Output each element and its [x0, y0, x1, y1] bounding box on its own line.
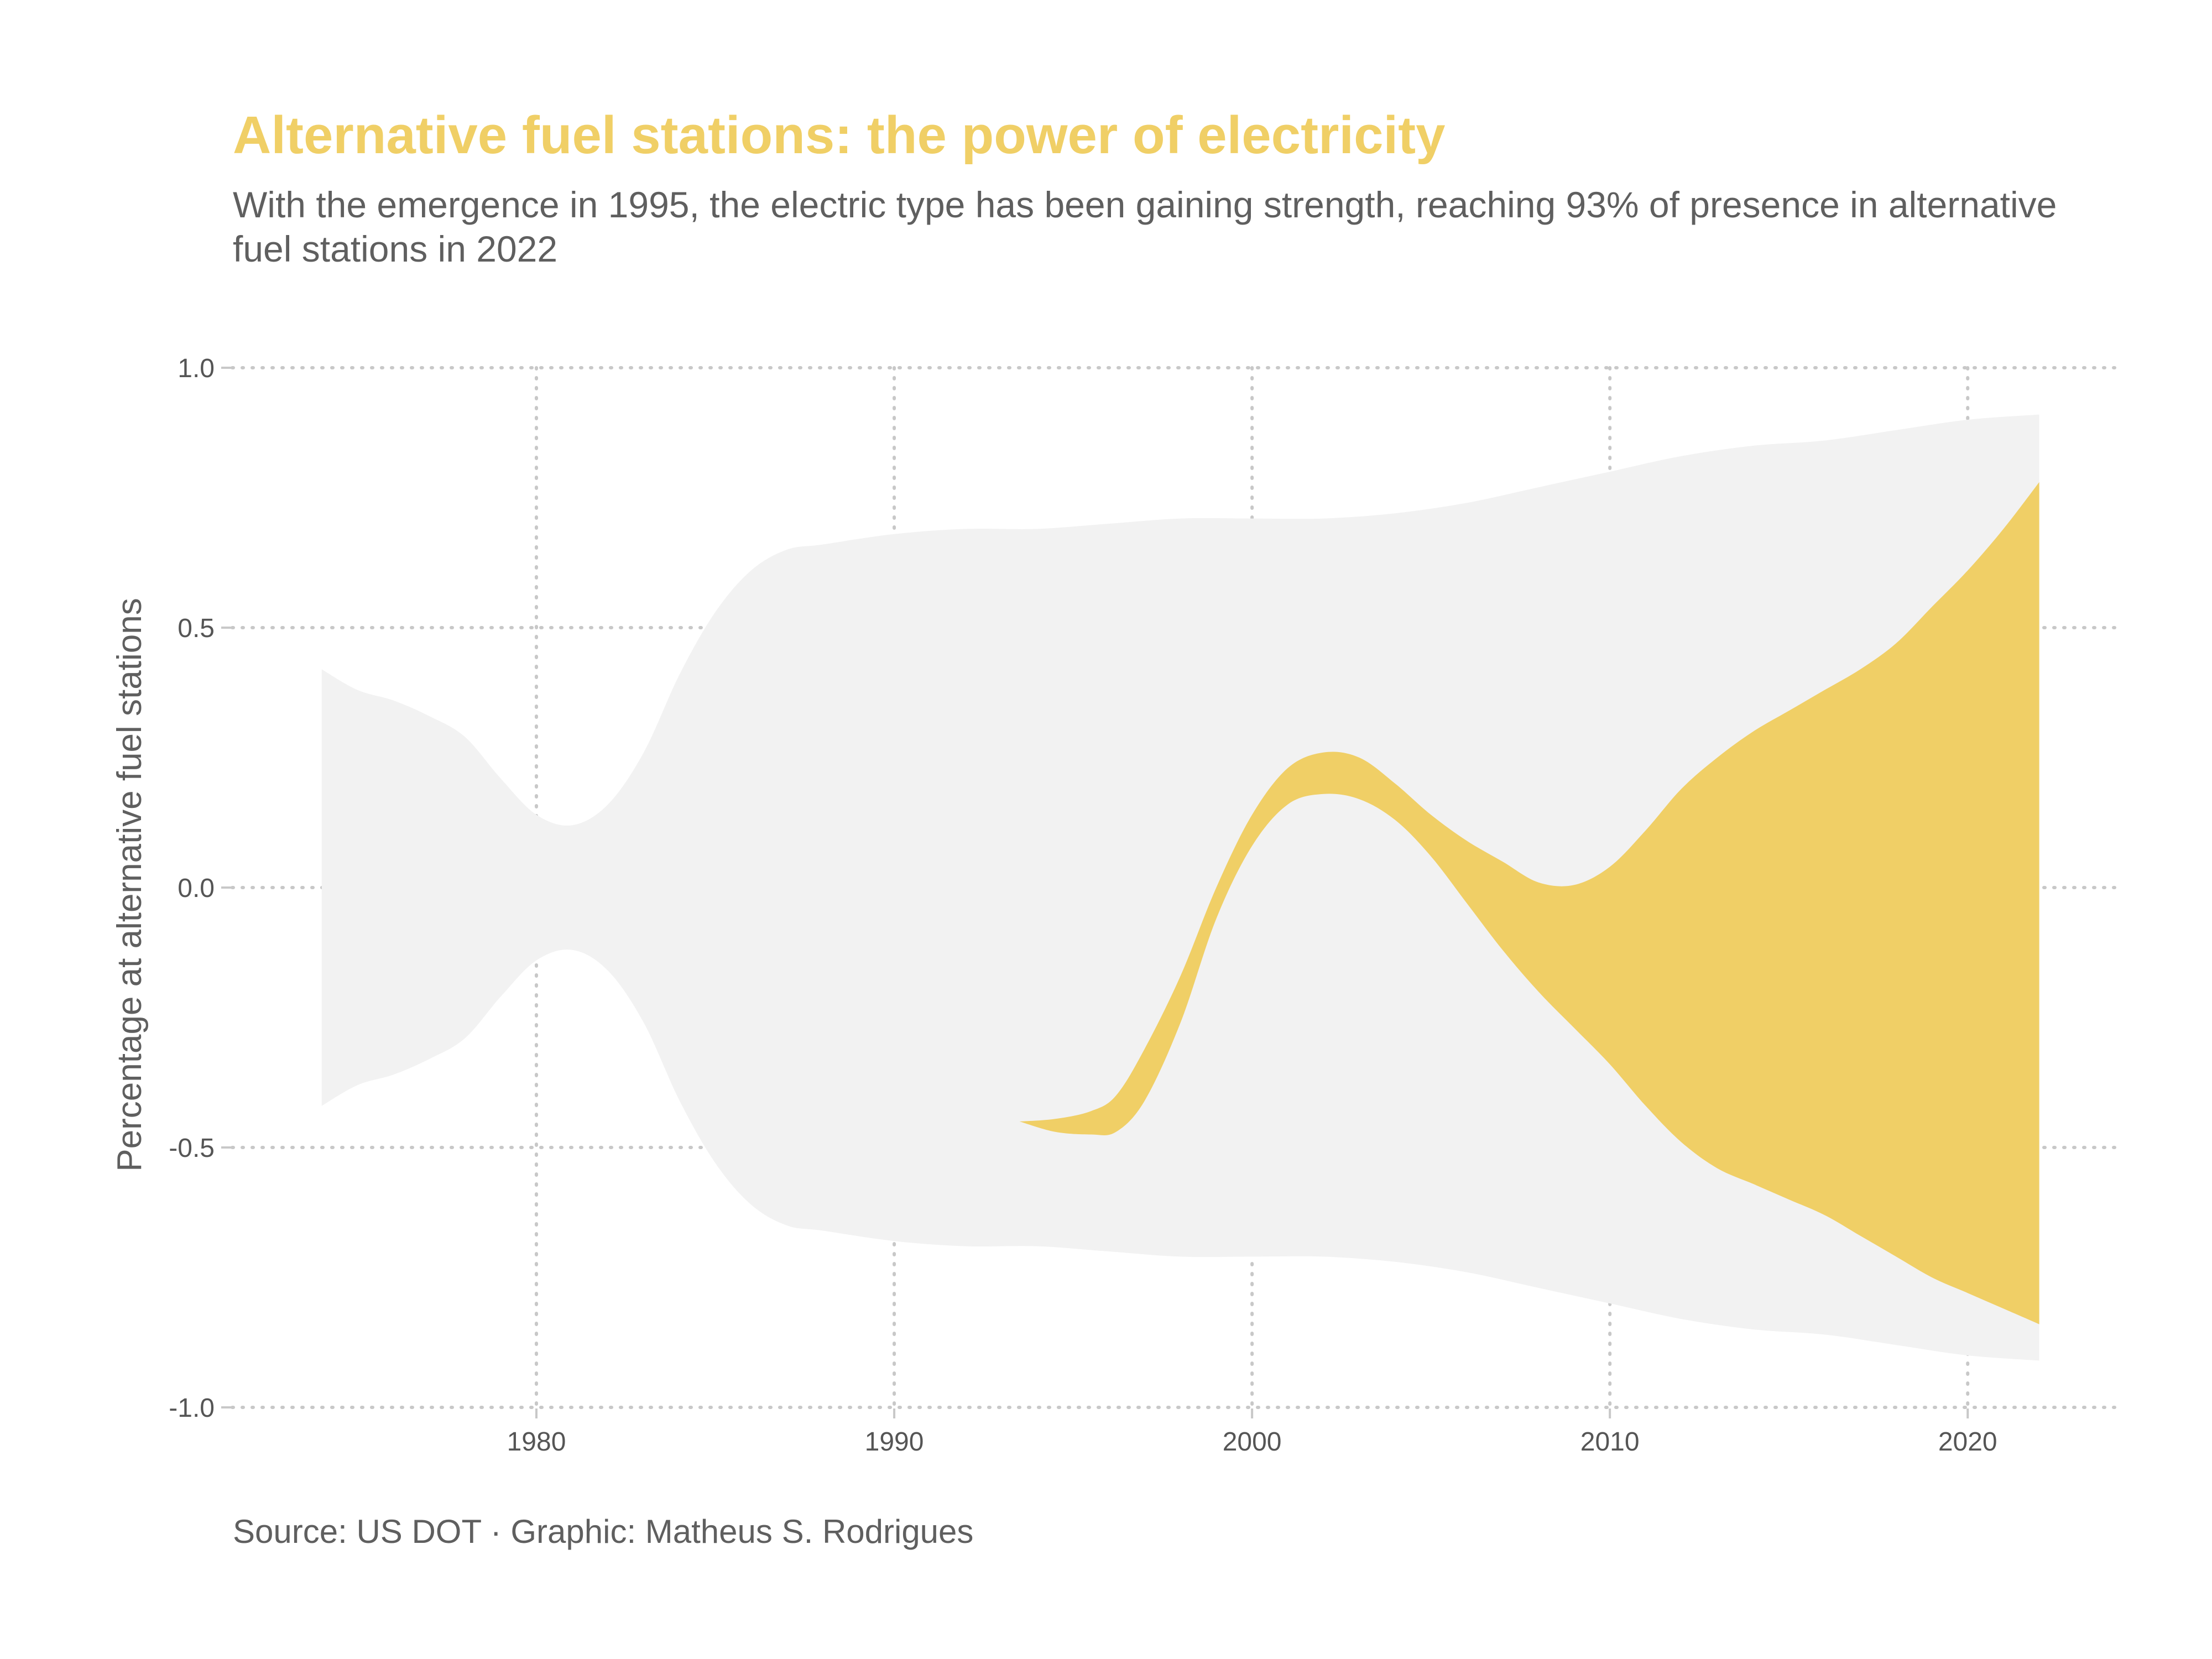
y-tick-label: -0.5	[169, 1134, 215, 1163]
x-axis-ticks: 1980 1990 2000 2010 2020	[507, 1408, 1997, 1457]
y-tick-label: 0.5	[178, 614, 215, 643]
y-axis-title: Percentage at alternative fuel stations	[111, 598, 149, 1171]
x-tick-label: 2000	[1223, 1427, 1282, 1457]
x-tick-label: 1980	[507, 1427, 566, 1457]
stream-areas	[321, 414, 2039, 1361]
source-caption: Source: US DOT · Graphic: Matheus S. Rod…	[233, 1513, 974, 1550]
x-tick-label: 2010	[1580, 1427, 1640, 1457]
electric-area	[1019, 482, 2039, 1324]
y-axis-ticks: 1.0 0.5 0.0 -0.5 -1.0	[169, 354, 231, 1423]
y-tick-label: 0.0	[178, 874, 215, 903]
chart-subtitle: With the emergence in 1995, the electric…	[233, 184, 2057, 269]
x-tick-label: 2020	[1938, 1427, 1997, 1457]
other-fuels-area	[321, 414, 2039, 1361]
y-tick-label: 1.0	[178, 354, 215, 383]
chart-title: Alternative fuel stations: the power of …	[233, 106, 1446, 165]
y-tick-label: -1.0	[169, 1394, 215, 1423]
x-tick-label: 1990	[865, 1427, 924, 1457]
